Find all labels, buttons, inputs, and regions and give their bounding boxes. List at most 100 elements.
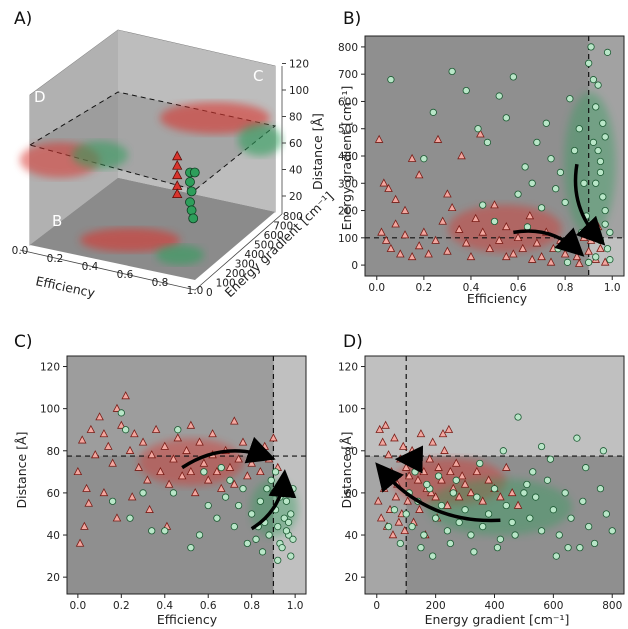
data-point-green-circle	[217, 464, 225, 472]
data-point-red-triangle	[502, 222, 511, 231]
data-point-red-triangle	[388, 530, 398, 539]
data-point-green-circle	[408, 523, 416, 531]
data-point-red-triangle	[596, 243, 605, 252]
data-point-red-triangle	[99, 488, 109, 497]
x-tick-label: 0.2	[113, 600, 130, 612]
data-point-green-circle	[528, 179, 536, 187]
panel-a-label: A)	[14, 9, 32, 29]
data-point-green-circle	[601, 206, 609, 215]
data-point-red-triangle	[391, 219, 400, 228]
data-point-red-triangle	[490, 200, 499, 209]
data-point-green-circle	[592, 253, 600, 261]
data-point-red-triangle	[447, 202, 457, 212]
data-point-red-triangle	[443, 500, 452, 509]
trend-arrow	[513, 227, 585, 257]
data-point-green-circle	[189, 167, 200, 178]
data-point-red-triangle	[416, 429, 426, 438]
data-point-green-circle	[594, 146, 602, 155]
data-point-green-circle	[200, 468, 208, 476]
data-point-red-triangle	[172, 169, 183, 180]
panel-b-ylabel: Energy gradient [cm⁻¹]	[339, 86, 354, 231]
data-point-red-triangle	[415, 504, 424, 513]
data-point-red-triangle	[437, 475, 446, 484]
data-point-red-triangle	[414, 170, 424, 179]
data-point-green-circle	[461, 506, 469, 514]
data-point-green-circle	[576, 544, 584, 552]
data-point-green-circle	[109, 497, 117, 505]
data-point-green-circle	[448, 67, 456, 76]
data-point-green-circle	[542, 119, 550, 127]
data-point-green-circle	[248, 510, 256, 518]
data-point-red-triangle	[112, 403, 122, 412]
panel-d-label: D)	[343, 332, 363, 352]
data-point-red-triangle	[95, 412, 104, 421]
data-point-green-circle	[429, 552, 437, 560]
data-point-green-circle	[502, 114, 510, 122]
data-point-red-triangle	[428, 437, 437, 446]
data-point-red-triangle	[537, 252, 546, 261]
data-point-red-triangle	[446, 466, 455, 476]
data-point-green-circle	[243, 539, 251, 548]
data-point-green-circle	[195, 531, 204, 539]
x-tick-label: 0.0	[70, 600, 87, 612]
data-point-green-circle	[552, 552, 560, 560]
data-point-green-circle	[585, 59, 593, 67]
data-point-green-circle	[470, 548, 478, 556]
data-point-green-circle	[280, 514, 288, 522]
x-tick-label: 0.8	[557, 282, 574, 294]
y-tick-label: 800	[283, 211, 303, 223]
panel-a-z-ticks: 20 40 60 80 100 120	[282, 59, 309, 203]
data-point-red-triangle	[82, 483, 91, 492]
data-point-green-circle	[186, 186, 197, 197]
mid-region	[67, 356, 274, 457]
data-point-red-triangle	[130, 429, 139, 438]
data-point-red-triangle	[376, 513, 386, 522]
data-point-green-circle	[287, 510, 295, 518]
data-point-red-triangle	[73, 466, 83, 476]
data-point-red-triangle	[225, 462, 235, 471]
panel-a-markers	[172, 150, 200, 224]
x-tick-label: 1.0	[187, 285, 204, 297]
data-point-red-triangle	[466, 252, 476, 261]
data-point-green-circle	[496, 535, 504, 543]
data-point-green-circle	[563, 258, 572, 266]
data-point-red-triangle	[112, 513, 122, 522]
data-point-red-triangle	[172, 188, 183, 199]
data-point-green-circle	[502, 501, 510, 510]
data-point-green-circle	[564, 544, 572, 552]
data-point-green-circle	[561, 198, 569, 206]
y-tick-label: 100	[216, 278, 236, 290]
data-point-red-triangle	[138, 437, 148, 446]
data-point-red-triangle	[384, 183, 393, 192]
data-point-green-circle	[567, 514, 575, 522]
data-point-red-triangle	[156, 466, 165, 476]
data-point-green-circle	[265, 531, 273, 539]
data-point-red-triangle	[145, 504, 154, 513]
data-point-red-triangle	[80, 521, 89, 530]
data-point-green-circle	[274, 523, 282, 531]
data-point-green-circle	[547, 155, 555, 163]
panel-d: D) Energy gradient [cm⁻¹] Distance [Å] 0…	[338, 332, 625, 627]
x-tick-label: 0.6	[117, 269, 134, 281]
data-point-red-triangle	[151, 424, 161, 433]
data-point-green-circle	[462, 86, 470, 95]
data-point-green-circle	[204, 501, 212, 510]
data-point-green-circle	[596, 168, 605, 176]
panel-b-xlabel: Efficiency	[467, 291, 528, 306]
data-point-green-circle	[590, 539, 599, 548]
y-tick-label: 120	[338, 362, 358, 374]
data-point-green-circle	[537, 527, 546, 535]
y-tick-label: 200	[338, 206, 358, 218]
corner-label-d: D	[34, 88, 46, 106]
x-tick-label: 0.8	[152, 277, 169, 289]
y-tick-label: 300	[235, 259, 255, 271]
data-point-green-circle	[387, 76, 395, 84]
data-point-green-circle	[174, 426, 182, 434]
data-point-red-triangle	[378, 437, 387, 446]
data-point-red-triangle	[433, 134, 443, 143]
data-point-green-circle	[592, 103, 600, 111]
data-point-green-circle	[570, 146, 579, 155]
data-point-red-triangle	[169, 454, 178, 463]
data-point-green-circle	[499, 447, 507, 455]
